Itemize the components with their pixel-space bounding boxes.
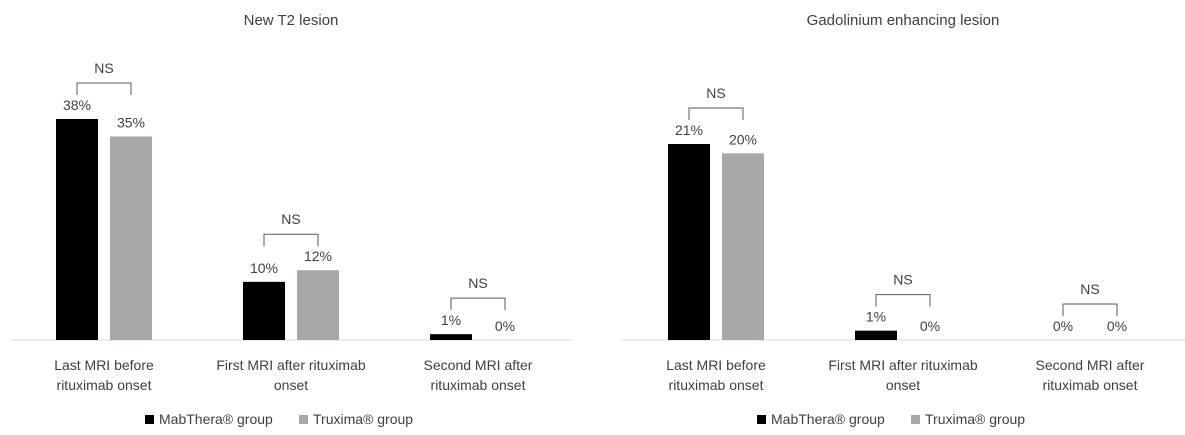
data-label: 1% xyxy=(866,309,886,325)
significance-bracket xyxy=(688,107,744,120)
data-label: 35% xyxy=(117,114,145,130)
data-label: 0% xyxy=(495,318,515,334)
x-tick-label: rituximab onset xyxy=(669,377,764,393)
x-tick-label: Last MRI before xyxy=(666,357,766,373)
bar xyxy=(722,153,764,340)
legend-swatch xyxy=(757,415,766,424)
significance-label: NS xyxy=(468,275,487,291)
significance-label: NS xyxy=(94,60,113,76)
chart-gadolinium-enhancing-lesion: Gadolinium enhancing lesion 21% 20% NS Last… xyxy=(622,12,1185,427)
x-tick-label: First MRI after rituximab xyxy=(216,357,366,373)
bar xyxy=(243,281,285,340)
data-label: 20% xyxy=(729,131,757,147)
chart-title: New T2 lesion xyxy=(244,12,339,29)
x-tick-label: onset xyxy=(886,377,920,393)
data-label: 21% xyxy=(675,122,703,138)
significance-bracket xyxy=(450,297,506,311)
x-tick-label: rituximab onset xyxy=(1043,377,1138,393)
x-tick-label: rituximab onset xyxy=(431,377,526,393)
x-tick-label: Second MRI after xyxy=(1036,357,1145,373)
data-label: 10% xyxy=(250,260,278,276)
x-tick-label: Second MRI after xyxy=(424,357,533,373)
significance-label: NS xyxy=(893,272,912,288)
data-label: 1% xyxy=(441,312,461,328)
data-label: 38% xyxy=(63,97,91,113)
legend-label: MabThera® group xyxy=(159,411,273,427)
data-label: 0% xyxy=(1053,318,1073,334)
x-tick-label: Last MRI before xyxy=(54,357,154,373)
significance-bracket xyxy=(875,294,931,307)
data-label: 0% xyxy=(920,318,940,334)
significance-bracket xyxy=(1062,303,1118,316)
legend-swatch xyxy=(299,415,308,424)
data-label: 0% xyxy=(1107,318,1127,334)
bar xyxy=(855,330,897,340)
significance-bracket xyxy=(76,82,132,95)
significance-label: NS xyxy=(706,85,725,101)
legend-swatch xyxy=(145,415,154,424)
x-tick-label: rituximab onset xyxy=(57,377,152,393)
bar xyxy=(56,119,98,340)
legend-label: Truxima® group xyxy=(925,411,1025,427)
bar xyxy=(668,144,710,340)
data-label: 12% xyxy=(304,248,332,264)
legend-swatch xyxy=(911,415,920,424)
x-tick-label: First MRI after rituximab xyxy=(828,357,978,373)
significance-bracket xyxy=(263,233,319,247)
significance-label: NS xyxy=(281,211,300,227)
significance-label: NS xyxy=(1080,281,1099,297)
x-tick-label: onset xyxy=(274,377,308,393)
legend-label: Truxima® group xyxy=(313,411,413,427)
bar xyxy=(110,136,152,340)
bar xyxy=(430,334,472,340)
chart-new-t2-lesion: New T2 lesion 38% 35% NS Last MRI before rit… xyxy=(10,12,573,427)
legend-label: MabThera® group xyxy=(771,411,885,427)
chart-title: Gadolinium enhancing lesion xyxy=(807,12,1000,29)
bar xyxy=(297,270,339,340)
